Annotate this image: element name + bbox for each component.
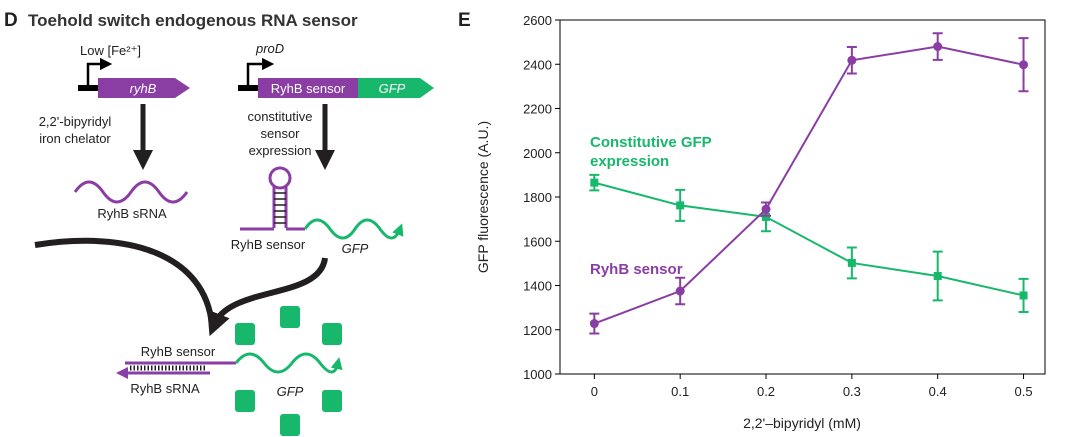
y-tick-label: 2600 [523,13,552,28]
y-axis-label: GFP fluorescence (A.U.) [475,121,491,273]
diagram-title: Toehold switch endogenous RNA sensor [28,11,358,30]
promoter-arrow [246,57,275,88]
point [1019,60,1029,70]
step-label: sensor [260,126,300,141]
point [590,178,599,187]
gfp-rna [234,352,343,374]
gene-arrow [358,78,434,98]
series-line [593,45,1024,325]
point [675,286,685,296]
promoter-label: proD [255,41,284,56]
gene-label: ryhB [130,81,157,96]
y-tick-label: 2400 [523,57,552,72]
gene-label: GFP [379,81,406,96]
plot-frame [559,19,1046,375]
panel-label: E [458,10,471,31]
gene-arrow [98,78,190,98]
hairpin-loop [268,166,292,190]
curve-arrow [207,257,328,337]
series-line [594,181,1024,297]
y-tick-label: 1800 [523,190,552,205]
x-tick-label: 0.3 [843,384,861,399]
point [589,319,599,329]
point [847,258,856,267]
x-tick-label: 0.4 [929,384,947,399]
y-tick-label: 1000 [523,367,552,382]
y-tick-label: 1400 [523,279,552,294]
gfp-label: GFP [342,241,369,256]
promoter-label: Low [Fe²⁺] [80,43,141,58]
y-tick-label: 1200 [523,323,552,338]
srna-label: RyhB sRNA [97,206,167,221]
point [676,201,685,210]
point [761,204,771,214]
complex-label: RyhB sRNA [130,381,200,396]
gene-arrow [258,78,358,98]
step-label: 2,2'-bipyridyl [39,114,112,129]
promoter-arrow [86,57,113,88]
x-tick-label: 0 [591,384,598,399]
srna [73,180,189,204]
complex-label: RyhB sensor [141,344,216,359]
point [933,42,943,52]
x-tick-label: 0.2 [757,384,775,399]
step-label: constitutive [247,109,312,124]
point [847,55,857,65]
series-label: RyhB sensor [590,261,683,278]
y-tick-label: 2200 [523,102,552,117]
x-tick-label: 0.1 [671,384,689,399]
curve-arrow [34,237,215,326]
gfp-rna [303,218,404,240]
step-label: iron chelator [39,131,111,146]
gfp-proteins [235,306,342,436]
gfp-label: GFP [277,384,304,399]
x-axis-label: 2,2'–bipyridyl (mM) [743,415,861,431]
y-tick-label: 2000 [523,146,552,161]
point [933,271,942,280]
panel-label: D [4,10,18,31]
x-tick-label: 0.5 [1015,384,1033,399]
gene-label: RyhB sensor [271,81,346,96]
step-label: expression [249,143,312,158]
y-tick-label: 1600 [523,234,552,249]
hairpin-pairs [274,192,286,224]
point [1019,291,1028,300]
hairpin-stem [272,187,288,228]
sensor-label: RyhB sensor [231,237,306,252]
series-label: Constitutive GFP expression [590,134,712,170]
point [762,212,771,221]
